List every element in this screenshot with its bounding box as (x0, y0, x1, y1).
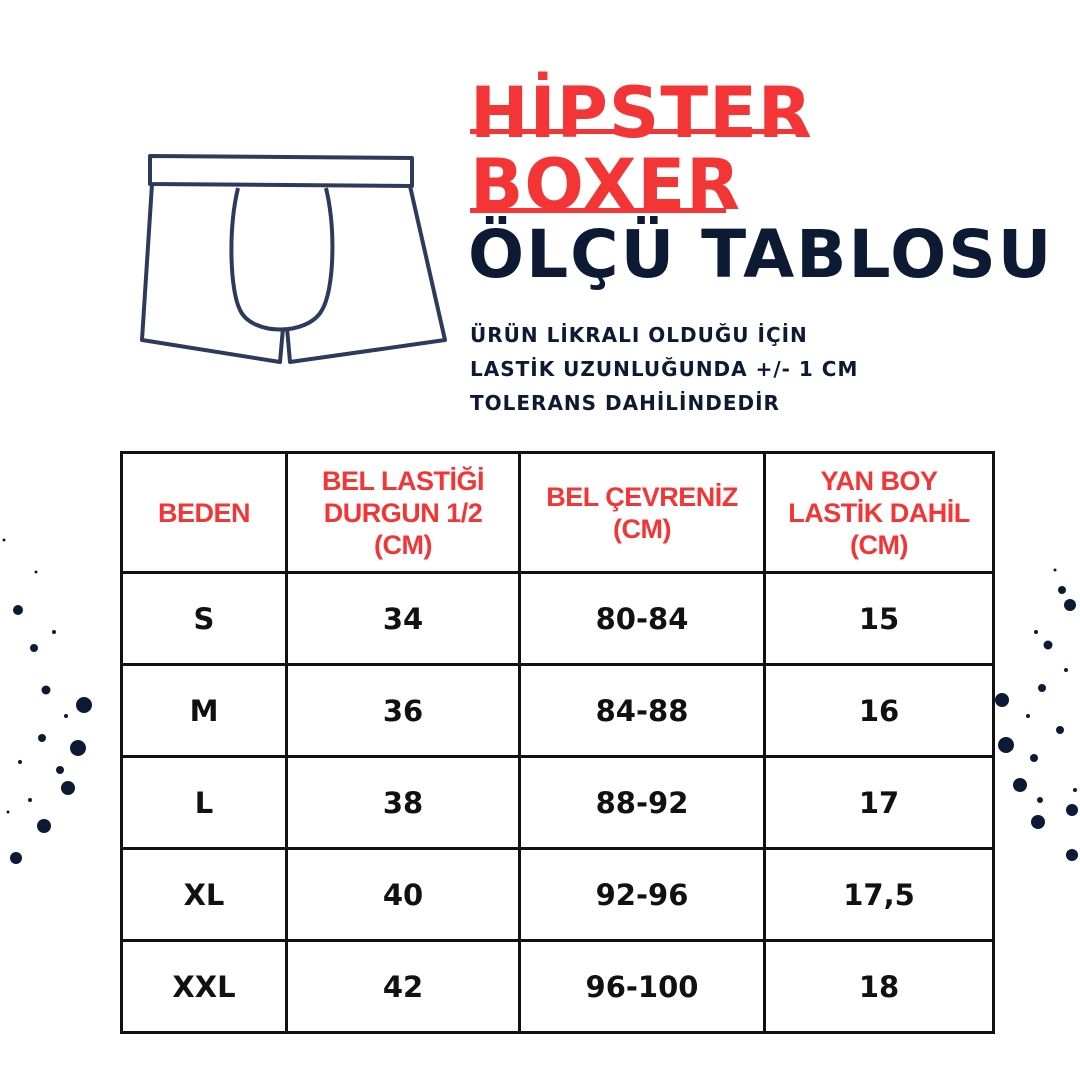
decorative-dot (1026, 714, 1030, 718)
table-cell: 38 (285, 755, 521, 850)
table-cell: 96-100 (518, 939, 766, 1034)
note-line: TOLERANS DAHİLİNDEDİR (470, 391, 780, 415)
table-cell: M (120, 663, 288, 758)
table-cell: 16 (763, 663, 995, 758)
decorative-dot (34, 570, 38, 574)
title-line-1: HİPSTER (470, 72, 813, 154)
decorative-dot (1064, 668, 1068, 672)
table-cell: XXL (120, 939, 288, 1034)
decorative-dot (1043, 640, 1053, 650)
decorative-dot (6, 810, 10, 814)
decorative-dot (64, 714, 68, 718)
decorative-dot (41, 685, 51, 695)
decorative-dot (1066, 849, 1078, 861)
decorative-dot (2, 538, 6, 542)
header-label: BEDEN (157, 497, 251, 528)
note-line: LASTİK UZUNLUĞUNDA +/- 1 CM (470, 357, 859, 381)
decorative-dot (52, 630, 56, 634)
table-cell: 34 (285, 571, 521, 666)
decorative-dot (995, 693, 1009, 707)
decorative-dot (1056, 726, 1064, 734)
table-row: L 38 88-92 17 (120, 755, 995, 850)
header-label: BEL ÇEVRENİZ (546, 481, 738, 512)
table-cell: 36 (285, 663, 521, 758)
decorative-dot (10, 852, 22, 864)
table-cell: 80-84 (518, 571, 766, 666)
header-label: LASTİK DAHİL (788, 497, 970, 528)
boxer-illustration (140, 154, 447, 364)
decorative-dot (1073, 788, 1077, 792)
note-line: ÜRÜN LİKRALI OLDUĞU İÇİN (470, 323, 808, 347)
page-title: ÖLÇÜ TABLOSU (468, 216, 1054, 293)
header-label: (CM) (613, 513, 671, 544)
table-cell: 88-92 (518, 755, 766, 850)
decorative-dot (1064, 599, 1076, 611)
decorative-dot (1058, 586, 1066, 594)
decorative-dot (18, 760, 22, 764)
header-size: BEDEN (120, 451, 288, 574)
underline (470, 208, 726, 213)
decorative-dot (1038, 684, 1046, 692)
table-cell: L (120, 755, 288, 850)
header-side-length: YAN BOY LASTİK DAHİL (CM) (763, 451, 995, 574)
table-cell: 92-96 (518, 847, 766, 942)
decorative-dot (1030, 754, 1038, 762)
header-label: (CM) (374, 529, 432, 560)
decorative-dot (998, 737, 1014, 753)
table-cell: 15 (763, 571, 995, 666)
underline (470, 129, 800, 134)
decorative-dot (76, 697, 92, 713)
header-label: BEL LASTİĞİ (321, 465, 485, 496)
size-table: BEDEN BEL LASTİĞİ DURGUN 1/2 (CM) BEL ÇEVR… (120, 451, 995, 1034)
header-label: YAN BOY (820, 465, 938, 496)
table-cell: 17 (763, 755, 995, 850)
table-row: XL 40 92-96 17,5 (120, 847, 995, 942)
table-cell: 84-88 (518, 663, 766, 758)
header-waist: BEL ÇEVRENİZ (CM) (518, 451, 766, 574)
decorative-dot (28, 798, 32, 802)
table-cell: XL (120, 847, 288, 942)
decorative-dot (37, 819, 51, 833)
tolerance-note: ÜRÜN LİKRALI OLDUĞU İÇİN LASTİK UZUNLUĞU… (470, 318, 858, 420)
decorative-dot (56, 766, 64, 774)
table-cell: 17,5 (763, 847, 995, 942)
decorative-dot (1066, 804, 1078, 816)
decorative-dot (1031, 815, 1045, 829)
table-row: S 34 80-84 15 (120, 571, 995, 666)
table-cell: S (120, 571, 288, 666)
header-label: DURGUN 1/2 (323, 497, 483, 528)
header-row: BEDEN BEL LASTİĞİ DURGUN 1/2 (CM) BEL ÇEVR… (120, 451, 995, 574)
header-waistband: BEL LASTİĞİ DURGUN 1/2 (CM) (285, 451, 521, 574)
table-cell: 18 (763, 939, 995, 1034)
decorative-dot (70, 740, 86, 756)
decorative-dot (13, 605, 23, 615)
decorative-dot (30, 644, 38, 652)
decorative-dot (1013, 778, 1027, 792)
decorative-dot (1053, 568, 1057, 572)
decorative-dot (38, 734, 46, 742)
decorative-dot (1034, 630, 1038, 634)
decorative-dot (1037, 797, 1043, 803)
table-row: XXL 42 96-100 18 (120, 939, 995, 1034)
decorative-dot (61, 781, 75, 795)
table-row: M 36 84-88 16 (120, 663, 995, 758)
header-label: (CM) (850, 529, 908, 560)
table-cell: 42 (285, 939, 521, 1034)
table-cell: 40 (285, 847, 521, 942)
